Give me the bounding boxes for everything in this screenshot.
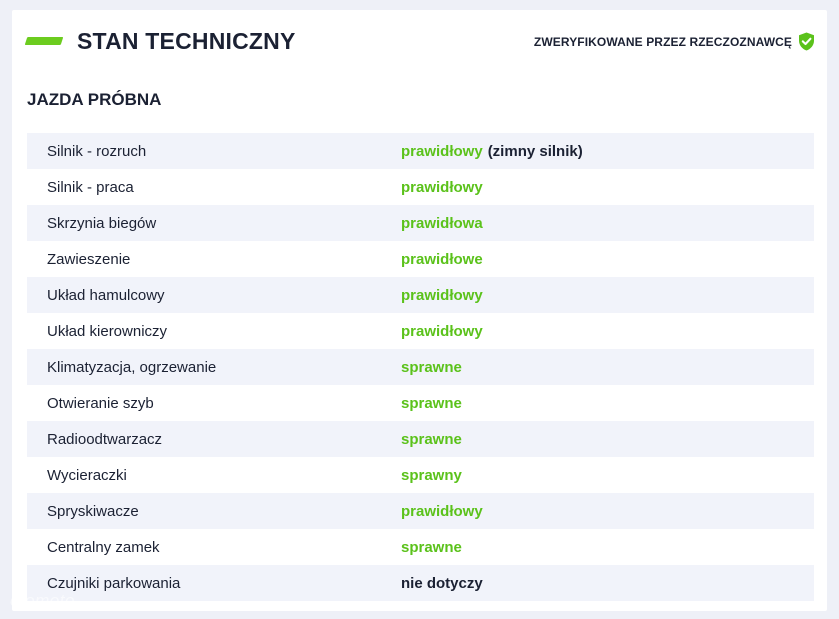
status-text: prawidłowy: [401, 502, 483, 520]
row-label: Układ kierowniczy: [47, 322, 168, 340]
row-value: sprawne: [401, 539, 462, 556]
row-value: prawidłowy (zimny silnik): [401, 143, 583, 160]
row-label: Spryskiwacze: [47, 502, 139, 520]
row-label: Układ hamulcowy: [47, 286, 165, 304]
verified-badge: ZWERYFIKOWANE PRZEZ RZECZOZNAWCĘ: [534, 32, 815, 51]
row-value: sprawne: [401, 431, 462, 448]
row-label: Klimatyzacja, ogrzewanie: [47, 358, 217, 376]
technical-condition-card: STAN TECHNICZNY ZWERYFIKOWANE PRZEZ RZEC…: [12, 10, 827, 611]
status-text: sprawne: [401, 538, 462, 556]
inspection-table: Silnik - rozruch prawidłowy (zimny silnik)…: [27, 133, 814, 601]
status-note: (zimny silnik): [487, 142, 583, 160]
status-text: prawidłowa: [401, 214, 483, 232]
status-text: prawidłowy: [401, 322, 483, 340]
table-row: Czujniki parkowania nie dotyczy: [27, 565, 814, 601]
table-row: Klimatyzacja, ogrzewanie sprawne: [27, 349, 814, 385]
watermark: otomoto: [10, 591, 75, 610]
table-row: Zawieszenie prawidłowe: [27, 241, 814, 277]
status-text: prawidłowy: [401, 286, 483, 304]
row-value: prawidłowy: [401, 503, 483, 520]
table-row: Układ hamulcowy prawidłowy: [27, 277, 814, 313]
table-row: Silnik - rozruch prawidłowy (zimny silnik): [27, 133, 814, 169]
status-text: sprawne: [401, 358, 462, 376]
row-value: nie dotyczy: [401, 575, 483, 592]
row-label: Czujniki parkowania: [47, 574, 181, 592]
row-value: sprawne: [401, 359, 462, 376]
status-text: sprawny: [401, 466, 462, 484]
status-text: prawidłowy: [401, 142, 483, 160]
status-text: sprawne: [401, 394, 462, 412]
row-label: Silnik - rozruch: [47, 142, 147, 160]
table-row: Spryskiwacze prawidłowy: [27, 493, 814, 529]
row-label: Silnik - praca: [47, 178, 134, 196]
row-label: Zawieszenie: [47, 250, 131, 268]
row-label: Radioodtwarzacz: [47, 430, 163, 448]
table-row: Centralny zamek sprawne: [27, 529, 814, 565]
row-value: prawidłowy: [401, 179, 483, 196]
status-text: prawidłowe: [401, 250, 483, 268]
row-label: Skrzynia biegów: [47, 214, 157, 232]
row-label: Wycieraczki: [47, 466, 127, 484]
page-title: STAN TECHNICZNY: [77, 28, 296, 54]
row-value: prawidłowy: [401, 323, 483, 340]
table-row: Skrzynia biegów prawidłowa: [27, 205, 814, 241]
row-label: Otwieranie szyb: [47, 394, 154, 412]
row-value: prawidłowe: [401, 251, 483, 268]
card-header: STAN TECHNICZNY ZWERYFIKOWANE PRZEZ RZEC…: [12, 10, 827, 74]
row-value: sprawny: [401, 467, 462, 484]
status-text: sprawne: [401, 430, 462, 448]
row-value: prawidłowa: [401, 215, 483, 232]
accent-bar: [24, 37, 64, 45]
table-row: Układ kierowniczy prawidłowy: [27, 313, 814, 349]
verified-text: ZWERYFIKOWANE PRZEZ RZECZOZNAWCĘ: [533, 34, 792, 49]
shield-check-icon: [798, 32, 815, 51]
table-row: Radioodtwarzacz sprawne: [27, 421, 814, 457]
table-row: Otwieranie szyb sprawne: [27, 385, 814, 421]
row-label: Centralny zamek: [47, 538, 160, 556]
row-value: sprawne: [401, 395, 462, 412]
table-row: Silnik - praca prawidłowy: [27, 169, 814, 205]
section-title-test-drive: JAZDA PRÓBNA: [27, 90, 162, 109]
status-text: prawidłowy: [401, 178, 483, 196]
row-value: prawidłowy: [401, 287, 483, 304]
status-text: nie dotyczy: [401, 574, 483, 592]
table-row: Wycieraczki sprawny: [27, 457, 814, 493]
